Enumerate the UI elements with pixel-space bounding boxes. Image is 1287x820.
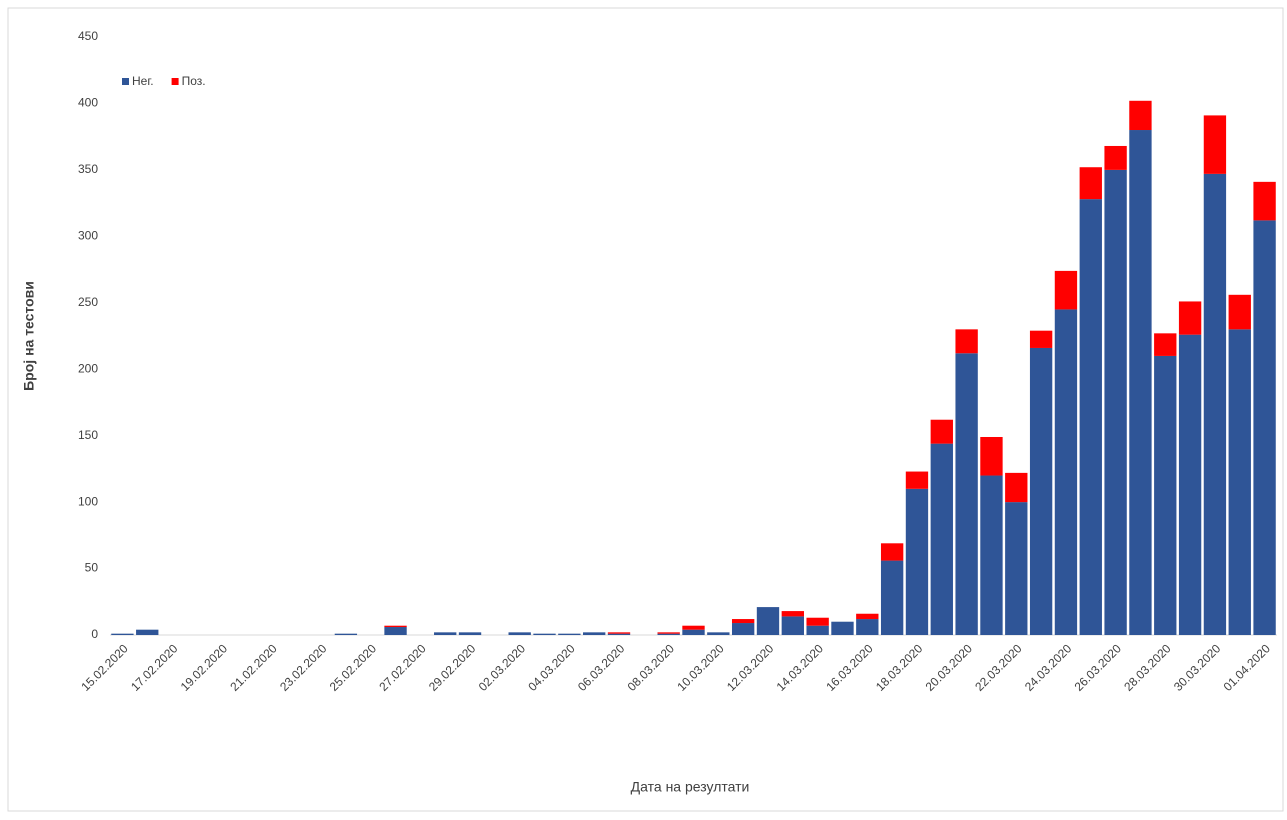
y-axis-title: Број на тестови — [21, 281, 37, 391]
bar-segment — [1203, 173, 1227, 635]
bar-segment — [1104, 169, 1127, 635]
bar-segment — [1005, 472, 1028, 503]
bar-segment — [682, 625, 705, 630]
bar-segment — [1079, 167, 1102, 200]
y-tick-label: 250 — [78, 295, 98, 309]
bar-segment — [1178, 301, 1202, 335]
bar-segment — [607, 633, 631, 635]
bar-segment — [1129, 100, 1152, 131]
bar-segment — [806, 617, 829, 626]
bar-segment — [1154, 333, 1177, 356]
bar-segment — [831, 621, 854, 635]
y-tick-label: 300 — [78, 229, 98, 243]
legend-label: Нег. — [132, 74, 154, 88]
legend-swatch — [122, 78, 129, 85]
bar-segment — [905, 488, 929, 635]
bar-segment — [880, 560, 904, 635]
bar-segment — [1203, 115, 1227, 174]
bar-segment — [781, 616, 804, 635]
bar-segment — [731, 619, 755, 624]
bar-segment — [731, 623, 755, 635]
bar-segment — [856, 613, 879, 620]
bar-segment — [1029, 347, 1053, 635]
bar-segment — [856, 619, 879, 635]
bar-segment — [930, 443, 953, 635]
bar-segment — [136, 629, 159, 635]
bar-segment — [334, 633, 358, 635]
bar-segment — [657, 632, 680, 634]
bar-segment — [707, 632, 730, 635]
y-tick-label: 200 — [78, 361, 98, 375]
bar-segment — [806, 625, 829, 635]
legend-swatch — [171, 78, 179, 85]
bar-segment — [1228, 294, 1251, 330]
bar-segment — [880, 543, 904, 561]
bar-segment — [1005, 502, 1028, 635]
bar-segment — [756, 607, 780, 635]
bar-segment — [1054, 270, 1078, 310]
legend-label: Поз. — [182, 74, 206, 88]
bar-segment — [781, 611, 804, 617]
bar-segment — [1079, 199, 1102, 635]
y-tick-label: 100 — [78, 494, 98, 508]
bar-segment — [1253, 181, 1276, 221]
bar-segment — [508, 632, 531, 635]
bar-segment — [384, 627, 407, 635]
bar-segment — [1228, 329, 1251, 635]
bar-segment — [1104, 145, 1127, 170]
bar-segment — [1129, 130, 1152, 635]
bar-segment — [1178, 334, 1202, 635]
bar-segment — [533, 633, 556, 635]
bar-segment — [682, 629, 705, 635]
bar-segment — [1029, 330, 1053, 348]
bar-segment — [434, 632, 457, 635]
y-tick-label: 400 — [78, 96, 98, 110]
bar-segment — [607, 632, 631, 634]
y-tick-label: 50 — [85, 561, 99, 575]
bar-segment — [955, 353, 978, 635]
y-tick-label: 0 — [91, 627, 98, 641]
bar-segment — [558, 633, 581, 635]
x-axis-title: Дата на резултати — [631, 779, 750, 795]
y-tick-label: 150 — [78, 428, 98, 442]
bar-segment — [657, 633, 680, 635]
bar-segment — [930, 419, 953, 444]
bar-segment — [955, 329, 978, 354]
bar-segment — [1054, 309, 1078, 635]
bar-segment — [980, 436, 1003, 476]
bar-segment — [583, 632, 606, 635]
y-tick-label: 450 — [78, 29, 98, 43]
bar-segment — [905, 471, 929, 489]
bar-segment — [1154, 355, 1177, 635]
y-tick-label: 350 — [78, 162, 98, 176]
bar-segment — [980, 475, 1003, 635]
bar-segment — [111, 633, 134, 635]
bar-segment — [458, 632, 482, 635]
bar-segment — [384, 625, 407, 628]
bar-segment — [1253, 220, 1276, 636]
